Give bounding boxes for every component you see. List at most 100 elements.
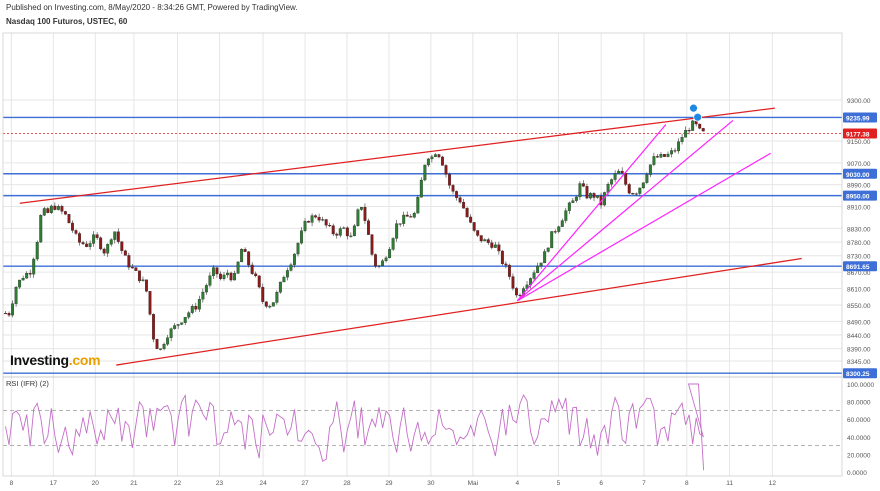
candle-down (581, 183, 585, 187)
rsi-tick-label: 100.0000 (847, 382, 874, 389)
candle-down (497, 244, 501, 252)
investing-logo: Investing.com (10, 352, 101, 368)
candle-up (670, 150, 673, 155)
candle-up (423, 164, 427, 181)
candle-up (557, 226, 561, 232)
channel-line (116, 257, 802, 366)
time-tick-label: 21 (130, 480, 138, 487)
candle-up (546, 247, 550, 252)
candle-down (95, 234, 99, 238)
price-tick-label: 8490.00 (847, 319, 871, 326)
candle-down (701, 128, 705, 132)
candle-up (493, 244, 497, 248)
candle-up (173, 325, 177, 329)
candle-up (201, 291, 205, 300)
candle-down (145, 279, 148, 292)
candle-down (515, 288, 518, 296)
candle-up (222, 274, 226, 279)
candle-down (99, 237, 103, 250)
time-tick-label: 22 (174, 480, 182, 487)
candle-down (81, 242, 85, 245)
candle-down (257, 275, 261, 288)
candle-down (116, 231, 120, 242)
candle-up (433, 154, 437, 157)
candle-down (155, 339, 159, 350)
candle-up (268, 306, 272, 308)
candle-up (183, 317, 187, 323)
candle-down (60, 206, 64, 212)
price-tick-label: 9150.00 (847, 139, 871, 146)
candle-down (78, 233, 81, 243)
candle-down (324, 219, 328, 226)
candle-down (553, 231, 557, 233)
candle-up (310, 215, 314, 223)
candle-up (18, 279, 22, 288)
candle-up (271, 302, 275, 307)
rsi-tick-label: 20.0000 (847, 452, 871, 459)
candle-up (282, 276, 286, 283)
candle-down (367, 220, 370, 235)
candle-up (159, 348, 163, 350)
candle-down (134, 267, 138, 271)
time-tick-label: 8 (10, 480, 14, 487)
candle-down (7, 313, 11, 316)
price-tick-label: 8990.00 (847, 183, 871, 190)
candle-up (190, 306, 194, 313)
price-tick-label: 9300.00 (847, 98, 871, 105)
candle-up (641, 182, 645, 189)
candle-up (236, 261, 240, 274)
candle-up (176, 324, 180, 326)
candle-up (296, 242, 300, 255)
candle-up (391, 238, 395, 250)
candle-up (197, 299, 201, 310)
time-tick-label: 7 (642, 480, 646, 487)
candle-down (123, 250, 127, 256)
candle-down (462, 201, 466, 209)
candle-down (130, 267, 134, 269)
candle-down (507, 264, 511, 277)
time-tick-label: 30 (427, 480, 435, 487)
price-level-tag (843, 112, 877, 123)
candle-up (349, 235, 353, 237)
time-tick-label: 28 (343, 480, 351, 487)
candle-up (233, 273, 237, 281)
price-tick-label: 8345.00 (847, 359, 871, 366)
candle-down (331, 225, 335, 235)
candle-up (381, 260, 385, 266)
candle-down (465, 208, 469, 218)
candle-up (169, 328, 173, 338)
time-tick-label: 8 (685, 480, 689, 487)
fan-line (516, 119, 734, 302)
candle-down (451, 185, 455, 192)
candle-down (261, 286, 265, 302)
candle-up (56, 206, 60, 210)
candle-down (71, 222, 74, 231)
candle-down (500, 250, 504, 265)
candle-up (113, 231, 117, 240)
candle-down (102, 248, 106, 254)
candle-up (25, 273, 29, 279)
candle-up (536, 265, 540, 273)
price-tick-label: 8780.00 (847, 240, 871, 247)
candle-down (67, 214, 71, 224)
price-tick-label: 8670.00 (847, 270, 871, 277)
rsi-tick-label: 40.0000 (847, 435, 871, 442)
candle-down (631, 193, 635, 195)
candle-up (187, 312, 191, 318)
candle-down (469, 216, 473, 223)
candle-up (49, 205, 53, 213)
candle-down (307, 221, 311, 223)
candle-up (691, 120, 695, 131)
candle-up (564, 210, 568, 221)
time-tick-label: 11 (726, 480, 733, 487)
time-tick-label: 4 (515, 480, 519, 487)
candle-up (659, 154, 663, 158)
candle-up (395, 223, 399, 239)
candle-down (63, 211, 67, 215)
price-tick-label: 8730.00 (847, 254, 871, 261)
candle-up (388, 249, 392, 259)
candle-down (53, 205, 57, 210)
candle-down (243, 249, 247, 252)
candle-up (321, 219, 325, 221)
